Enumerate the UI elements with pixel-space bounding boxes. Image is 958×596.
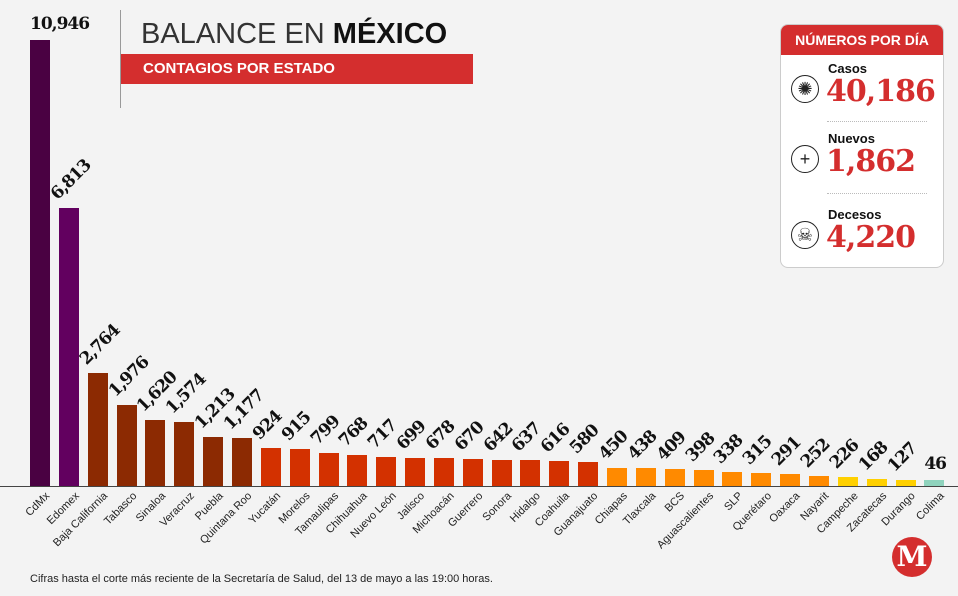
bar-baja-california [87, 373, 108, 486]
data-label: 670 [450, 417, 488, 455]
data-label: 717 [364, 415, 402, 453]
stat-label: Decesos [828, 207, 882, 222]
stat-nuevos: + Nuevos 1,862 [781, 131, 943, 191]
plus-icon: + [791, 145, 819, 173]
bar-michoacán [433, 458, 454, 486]
bar-jalisco [405, 457, 426, 486]
data-label: 409 [652, 428, 690, 466]
data-label: 768 [335, 413, 373, 451]
stat-decesos: ☠ Decesos 4,220 [781, 207, 943, 267]
bar-hidalgo [520, 460, 541, 486]
stat-value: 1,862 [826, 144, 916, 179]
data-label: 616 [537, 419, 575, 457]
bar-morelos [289, 448, 310, 486]
stat-label: Nuevos [828, 131, 875, 146]
data-label: 127 [883, 438, 921, 476]
bar-cdmx [30, 40, 50, 486]
bar-veracruz [174, 421, 195, 486]
bar-oaxaca [780, 474, 801, 486]
bar-sinaloa [145, 419, 166, 486]
data-label: 291 [767, 433, 806, 471]
milenio-logo: M [892, 537, 932, 577]
data-label: 315 [739, 432, 777, 470]
data-label: 915 [277, 407, 315, 445]
bar-campeche [837, 476, 858, 486]
stat-casos: ✺ Casos 40,186 [781, 61, 943, 121]
bar-colima [924, 480, 945, 486]
daily-numbers-card: NÚMEROS POR DÍA ✺ Casos 40,186 + Nuevos … [780, 24, 944, 268]
title-bold: MÉXICO [332, 18, 448, 50]
data-label: 338 [710, 431, 748, 469]
skull-icon: ☠ [791, 221, 819, 249]
separator [827, 193, 927, 194]
bar-querétaro [751, 473, 772, 486]
data-label: 699 [392, 416, 431, 454]
title-light: BALANCE EN [141, 18, 325, 50]
stat-value: 40,186 [826, 74, 936, 109]
category-label: BCS [662, 490, 688, 515]
divider [120, 10, 121, 108]
data-label: 10,946 [30, 14, 90, 34]
data-label: 226 [825, 435, 863, 473]
bar-zacatecas [866, 479, 887, 486]
bar-tamaulipas [318, 453, 339, 486]
bar-bcs [664, 469, 685, 486]
bar-quintana-roo [231, 438, 252, 486]
category-label: Sonora [480, 490, 515, 524]
data-label: 46 [924, 454, 947, 474]
bar-guerrero [462, 458, 483, 486]
bar-chihuahua [347, 454, 368, 486]
separator [827, 121, 927, 122]
page-title: BALANCE EN MÉXICO [141, 18, 447, 51]
stat-value: 4,220 [826, 220, 916, 255]
stat-label: Casos [828, 61, 868, 76]
bar-coahuila [549, 460, 570, 486]
bar-yucatán [260, 448, 281, 486]
subtitle: CONTAGIOS POR ESTADO [121, 54, 473, 84]
bar-durango [895, 480, 916, 486]
card-title: NÚMEROS POR DÍA [781, 25, 943, 55]
bar-puebla [203, 436, 224, 486]
bar-edomex [58, 208, 79, 486]
category-label: Colima [914, 490, 947, 523]
data-label: 2,764 [75, 321, 124, 370]
bar-sonora [491, 459, 512, 486]
category-label: Oaxaca [767, 490, 803, 526]
category-label: SLP [721, 490, 745, 514]
bar-nayarit [808, 475, 829, 486]
data-label: 438 [623, 427, 661, 465]
x-axis-line [0, 486, 958, 487]
data-label: 637 [508, 418, 546, 457]
virus-icon: ✺ [791, 75, 819, 103]
data-label: 6,813 [46, 156, 95, 205]
data-label: 252 [796, 434, 834, 472]
footnote: Cifras hasta el corte más reciente de la… [30, 573, 493, 585]
data-label: 398 [681, 428, 719, 466]
bar-guanajuato [578, 462, 599, 486]
bar-slp [722, 472, 743, 486]
bar-tlaxcala [635, 468, 656, 486]
data-label: 168 [854, 438, 892, 476]
bar-tabasco [116, 405, 137, 486]
bar-aguascalientes [693, 469, 714, 486]
bar-chiapas [607, 467, 627, 486]
data-label: 678 [421, 417, 459, 455]
bar-nuevo-león [376, 456, 397, 486]
